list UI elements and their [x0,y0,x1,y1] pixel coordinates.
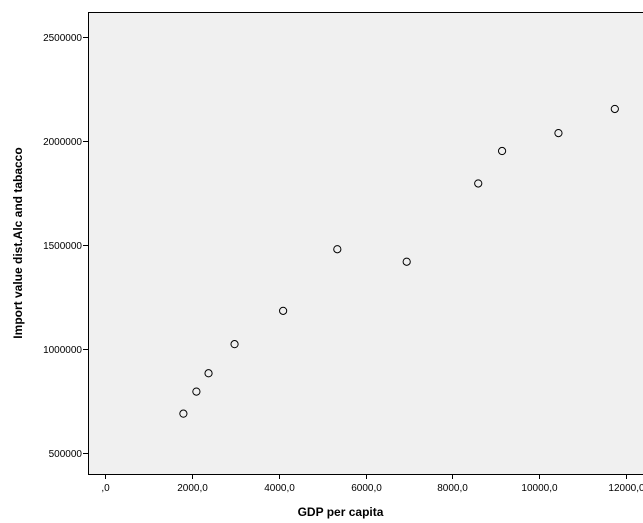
data-point [554,129,563,138]
x-tick-label: 12000,0 [608,483,643,494]
x-axis-title: GDP per capita [298,505,384,519]
data-point [402,257,411,266]
y-tick-label: 2000000 [43,137,82,148]
data-point [610,104,619,114]
data-point [474,179,483,188]
x-tick-label: 2000,0 [177,483,208,494]
y-axis-title: Import value dist.Alc and tabacco [11,147,25,338]
data-point [279,306,288,315]
x-tick-label: 8000,0 [437,483,468,494]
x-axis-ticks: ,0 2000,0 4000,0 6000,0 8000,0 10000,0 12000,0 [101,474,643,494]
data-point [230,340,239,349]
data-point [333,245,342,254]
x-tick-label: 4000,0 [264,483,295,494]
x-tick-label: 6000,0 [351,483,382,494]
y-tick-label: 1500000 [43,241,82,252]
y-tick-label: 1000000 [43,345,82,356]
y-tick-label: 500000 [49,449,83,460]
x-tick-label: ,0 [101,483,110,494]
plot-area [88,12,643,474]
data-point [497,146,507,156]
y-tick-label: 2500000 [43,33,82,44]
data-point [179,409,188,418]
y-axis-ticks: 500000 1000000 1500000 2000000 2500000 [43,33,88,460]
x-tick-label: 10000,0 [521,483,558,494]
data-point [192,387,201,396]
data-point [204,369,213,378]
data-points [179,104,619,418]
